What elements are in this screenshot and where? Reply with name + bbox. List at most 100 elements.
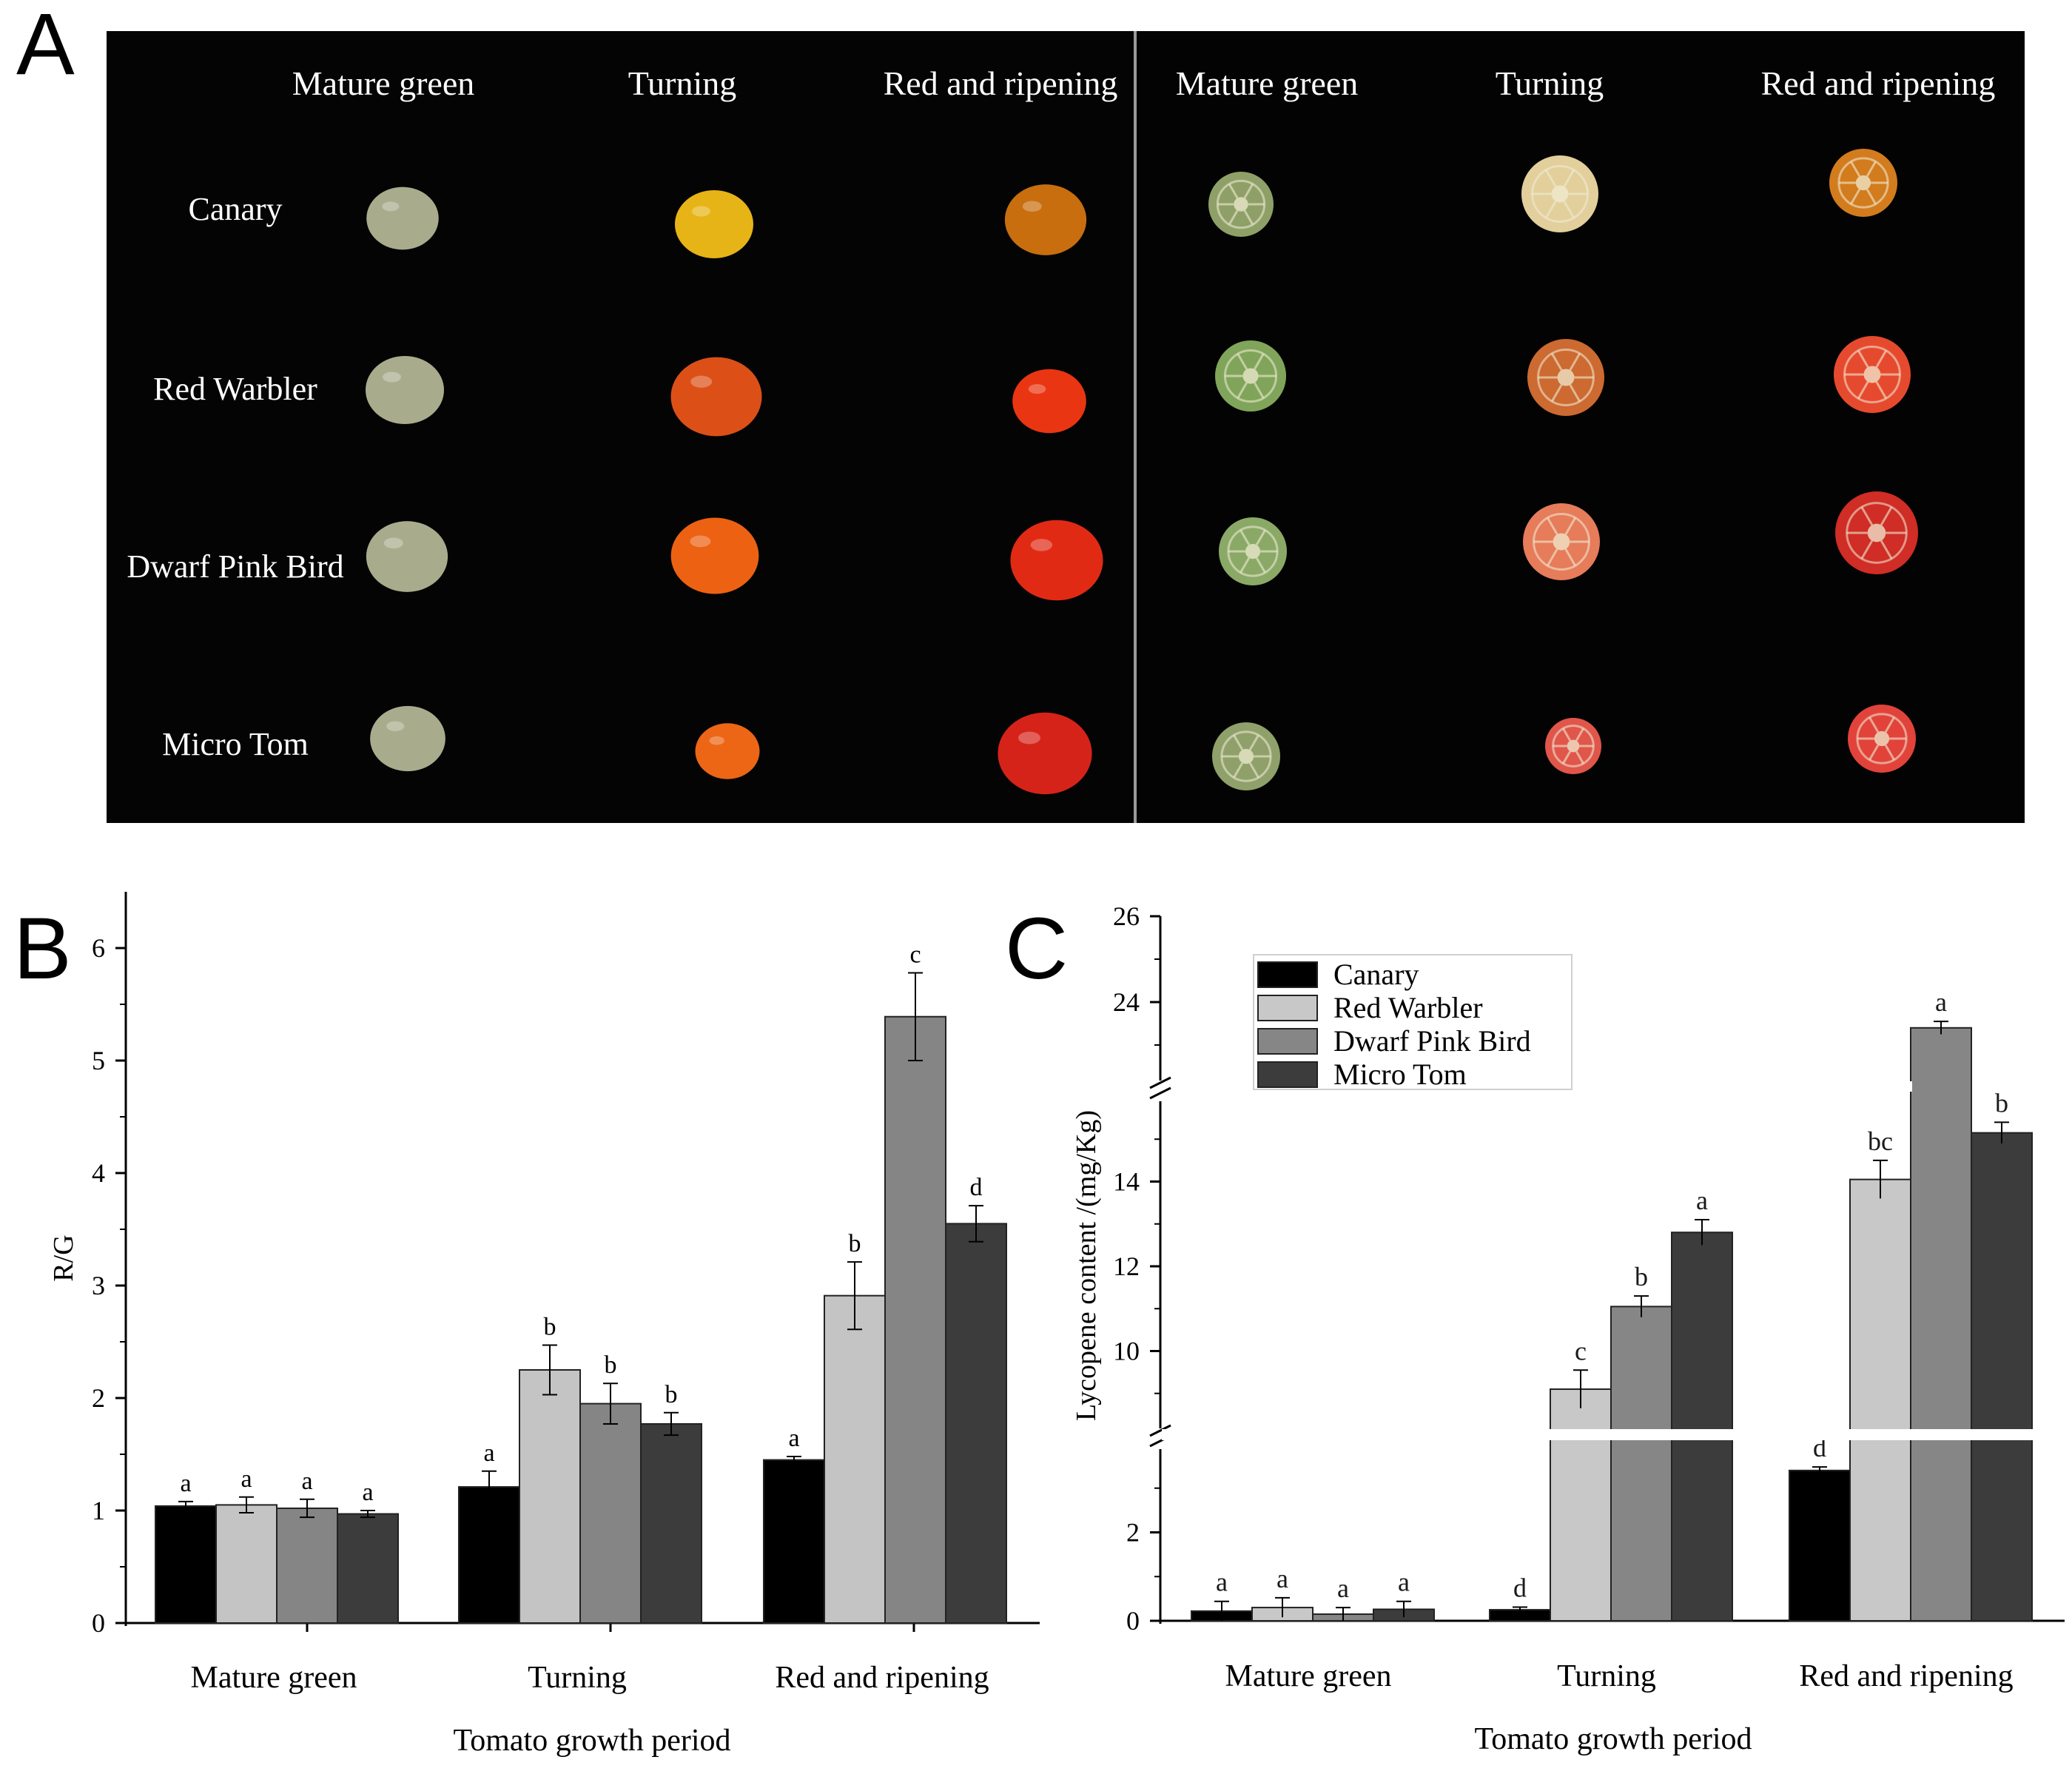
photo-right bbox=[1137, 31, 2025, 823]
significance-letter: a bbox=[301, 1468, 312, 1495]
tomato-highlight bbox=[1018, 731, 1040, 745]
significance-letter: d bbox=[1513, 1573, 1527, 1602]
legend-label: Red Warbler bbox=[1333, 991, 1483, 1024]
bar-break-gap bbox=[1162, 1429, 2066, 1440]
significance-letter: b bbox=[1635, 1262, 1648, 1291]
panel-letter-c: C bbox=[1005, 900, 1068, 998]
legend-swatch bbox=[1257, 1061, 1318, 1088]
cut-tomato-septum bbox=[1562, 728, 1572, 742]
significance-letter: bc bbox=[1868, 1126, 1893, 1156]
cut-tomato-septum bbox=[1248, 734, 1259, 750]
legend-label: Dwarf Pink Bird bbox=[1333, 1024, 1531, 1058]
cut-tomato-septum bbox=[1880, 540, 1893, 560]
panel-letter-b: B bbox=[13, 900, 72, 998]
y-tick-label: 3 bbox=[92, 1271, 105, 1300]
tomato-highlight bbox=[383, 372, 401, 383]
whole-tomato bbox=[1012, 369, 1086, 434]
y-tick-label: 2 bbox=[92, 1383, 105, 1413]
significance-letter: a bbox=[788, 1425, 799, 1452]
significance-letter: b bbox=[665, 1381, 678, 1408]
cut-tomato-septum bbox=[1866, 189, 1877, 205]
significance-letter: a bbox=[1935, 987, 1947, 1017]
x-tick-label: Mature green bbox=[190, 1661, 357, 1695]
cut-tomato-septum bbox=[1868, 745, 1880, 761]
significance-letter: d bbox=[970, 1174, 983, 1201]
cut-tomato-septum bbox=[1569, 384, 1581, 403]
whole-tomato bbox=[695, 723, 760, 779]
cut-tomato-core bbox=[1238, 748, 1254, 765]
cut-tomato-septum bbox=[1228, 183, 1239, 199]
bar bbox=[1910, 1027, 1972, 1622]
legend-swatch bbox=[1257, 1028, 1318, 1055]
significance-letter: a bbox=[180, 1470, 191, 1497]
photo-content: Mature green Turning Red and ripening Matur… bbox=[127, 64, 1995, 795]
cut-tomato-septum bbox=[1255, 557, 1266, 574]
bar bbox=[824, 1294, 886, 1625]
cut-tomato-septum bbox=[1248, 762, 1259, 779]
legend-label: Canary bbox=[1333, 958, 1419, 991]
cut-tomato-core bbox=[1242, 368, 1259, 384]
cut-tomato-septum bbox=[1868, 716, 1880, 733]
tomato-highlight bbox=[386, 721, 405, 731]
whole-tomato bbox=[675, 190, 753, 258]
cut-tomato-septum bbox=[1237, 382, 1248, 399]
cut-tomato-septum bbox=[1875, 349, 1888, 368]
bar bbox=[1610, 1306, 1672, 1622]
cut-tomato-septum bbox=[1564, 517, 1577, 535]
significance-letter: b bbox=[544, 1314, 556, 1341]
bar-break-gap bbox=[1850, 1081, 1912, 1092]
significance-letter: a bbox=[1216, 1568, 1228, 1597]
legend-label: Micro Tom bbox=[1333, 1058, 1467, 1091]
bar bbox=[945, 1223, 1007, 1624]
cultivar-label: Red Warbler bbox=[153, 371, 317, 407]
cut-tomato-septum bbox=[1857, 349, 1869, 368]
cultivar-label: Micro Tom bbox=[162, 726, 309, 762]
bar bbox=[458, 1486, 520, 1624]
chart-c: C 0 2 10 12 14 24 26 Mature green Turning Red and… bbox=[1005, 900, 2066, 1756]
cut-tomato-septum bbox=[1563, 201, 1575, 219]
cut-tomato-core bbox=[1567, 739, 1580, 753]
bar bbox=[215, 1504, 278, 1625]
cut-tomato-septum bbox=[1866, 161, 1877, 177]
whole-tomato bbox=[1010, 520, 1103, 601]
significance-letter: c bbox=[1575, 1336, 1587, 1365]
axis-break-mark bbox=[1149, 1076, 1171, 1089]
bar bbox=[1550, 1388, 1612, 1622]
significance-letter: b bbox=[605, 1351, 617, 1379]
tomato-highlight bbox=[1028, 383, 1046, 394]
cut-tomato-core bbox=[1874, 730, 1890, 747]
whole-tomato bbox=[370, 705, 445, 772]
cut-tomato-septum bbox=[1860, 540, 1874, 560]
cut-tomato-core bbox=[1551, 185, 1569, 203]
bar bbox=[579, 1402, 642, 1624]
cut-tomato-septum bbox=[1253, 382, 1265, 399]
bar bbox=[1971, 1132, 2033, 1622]
stage-header-left: Turning bbox=[628, 64, 737, 102]
tomato-highlight bbox=[709, 736, 724, 745]
stage-header-right: Turning bbox=[1496, 64, 1604, 102]
x-tick-label: Turning bbox=[528, 1661, 627, 1695]
cut-tomato-core bbox=[1557, 369, 1575, 386]
cut-tomato-septum bbox=[1243, 209, 1254, 226]
whole-tomato bbox=[366, 187, 439, 250]
cut-tomato-septum bbox=[1550, 352, 1563, 371]
cut-tomato-septum bbox=[1857, 381, 1869, 400]
cut-tomato-core bbox=[1234, 197, 1248, 212]
stage-header-right: Mature green bbox=[1176, 64, 1359, 102]
bar bbox=[155, 1505, 217, 1625]
significance-letter: b bbox=[849, 1230, 861, 1257]
cut-tomato-septum bbox=[1860, 506, 1874, 526]
significance-letter: a bbox=[1696, 1186, 1708, 1215]
panel-letter-a: A bbox=[16, 0, 75, 93]
cut-tomato-septum bbox=[1884, 745, 1895, 761]
cut-tomato-core bbox=[1245, 543, 1261, 560]
cut-tomato-septum bbox=[1233, 762, 1244, 779]
cut-tomato-septum bbox=[1544, 169, 1557, 187]
cut-tomato-septum bbox=[1550, 384, 1563, 403]
cut-tomato-septum bbox=[1850, 189, 1861, 205]
bar bbox=[337, 1513, 399, 1625]
whole-tomato bbox=[670, 517, 759, 594]
cut-tomato-septum bbox=[1253, 353, 1265, 370]
bar bbox=[276, 1507, 338, 1624]
legend-swatch bbox=[1257, 995, 1318, 1021]
